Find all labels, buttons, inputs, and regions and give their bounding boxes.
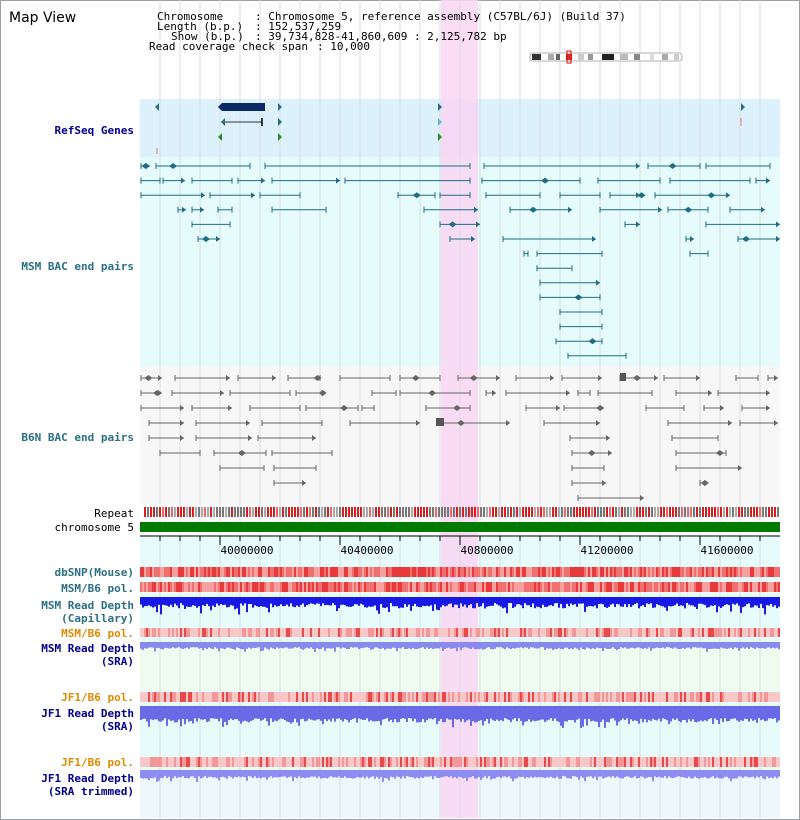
chromosome-ideogram[interactable] xyxy=(529,50,683,64)
track-label-msm-depth-cap-sub: (Capillary) xyxy=(61,612,134,625)
axis-tick-label: 40400000 xyxy=(341,544,394,557)
msm-pol-2-heatmap[interactable] xyxy=(140,628,780,637)
track-label-jf1-depth-sra[interactable]: JF1 Read Depth xyxy=(41,707,134,720)
axis-tick-label: 41600000 xyxy=(701,544,754,557)
track-label-jf1-pol[interactable]: JF1/B6 pol. xyxy=(61,691,134,704)
position-axis: 40000000 40400000 40800000 41200000 41600000 xyxy=(140,535,780,557)
chromosome-value: : Chromosome 5, reference assembly (C57B… xyxy=(255,10,626,23)
chromosome-key: Chromosome xyxy=(157,10,224,23)
b6n-bac-end-pairs[interactable] xyxy=(140,373,778,501)
chromosome-bar xyxy=(140,522,780,532)
track-label-b6n-bac[interactable]: B6N BAC end pairs xyxy=(21,431,134,444)
span-value: : 10,000 xyxy=(317,40,370,53)
track-label-jf1-depth-trim[interactable]: JF1 Read Depth xyxy=(41,772,134,785)
repeat-track[interactable] xyxy=(144,507,779,517)
track-label-chromosome: chromosome 5 xyxy=(54,521,134,534)
track-label-refseq[interactable]: RefSeq Genes xyxy=(54,124,134,137)
jf1-pol-2-heatmap[interactable] xyxy=(140,757,780,767)
msm-bac-end-pairs[interactable] xyxy=(140,163,780,359)
dbsnp-heatmap[interactable] xyxy=(140,567,780,577)
length-value: : 152,537,259 xyxy=(255,20,342,33)
axis-tick-label: 40000000 xyxy=(221,544,274,557)
axis-tick-label: 40800000 xyxy=(461,544,514,557)
track-label-msm-depth-sra[interactable]: MSM Read Depth xyxy=(41,642,134,655)
show-value: : 39,734,828-41,860,609 : 2,125,782 bp xyxy=(255,30,507,43)
msm-read-depth-capillary[interactable] xyxy=(140,597,780,615)
map-view-title: Map View xyxy=(9,10,77,26)
track-label-msm-depth-sra-sub: (SRA) xyxy=(100,655,134,668)
track-label-msm-bac[interactable]: MSM BAC end pairs xyxy=(21,260,134,273)
jf1-read-depth-trimmed[interactable] xyxy=(140,770,780,782)
track-label-dbsnp[interactable]: dbSNP(Mouse) xyxy=(54,566,134,579)
track-label-jf1-depth-trim-sub: (SRA trimmed) xyxy=(47,785,134,798)
track-label-msm-pol-2[interactable]: MSM/B6 pol. xyxy=(61,627,134,640)
span-key: Read coverage check span xyxy=(149,40,308,53)
refseq-genes[interactable] xyxy=(155,103,745,154)
show-key: Show (b.p.) xyxy=(171,30,244,43)
msm-read-depth-sra[interactable] xyxy=(140,642,780,652)
track-label-repeat: Repeat xyxy=(94,507,134,520)
axis-tick-label: 41200000 xyxy=(581,544,634,557)
length-key: Length (b.p.) xyxy=(157,20,244,33)
track-label-msm-pol[interactable]: MSM/B6 pol. xyxy=(61,582,134,595)
jf1-pol-heatmap[interactable] xyxy=(140,692,780,702)
jf1-read-depth-sra[interactable] xyxy=(140,706,780,728)
track-label-jf1-depth-sra-sub: (SRA) xyxy=(100,720,134,733)
track-label-msm-depth-cap[interactable]: MSM Read Depth xyxy=(41,599,134,612)
track-label-jf1-pol-2[interactable]: JF1/B6 pol. xyxy=(61,756,134,769)
msm-pol-heatmap[interactable] xyxy=(140,582,780,592)
